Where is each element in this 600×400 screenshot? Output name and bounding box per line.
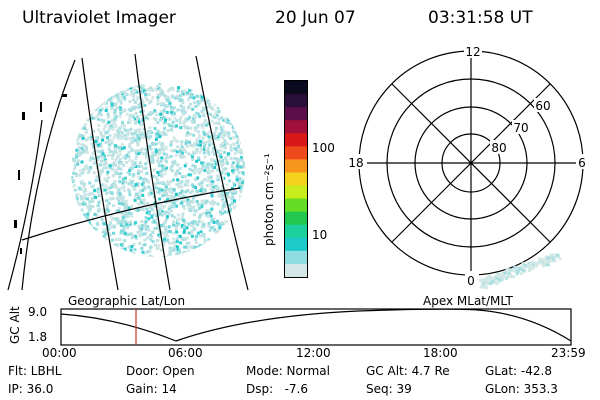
altitude-curve xyxy=(60,308,572,342)
lat-label-80: 80 xyxy=(491,141,506,155)
polar-diagonal-2 xyxy=(391,83,551,243)
coastline-fragments xyxy=(14,94,67,254)
x-tick-1800: 18:00 xyxy=(423,346,458,360)
info-glon: GLon: 353.3 xyxy=(485,382,558,396)
lat-label-60: 60 xyxy=(535,99,550,113)
hour-label-18: 18 xyxy=(348,156,363,170)
lat-label-70: 70 xyxy=(513,121,528,135)
x-tick-2359: 23:59 xyxy=(551,346,586,360)
instrument-title: Ultraviolet Imager xyxy=(22,8,176,28)
geographic-image xyxy=(7,53,249,290)
hour-label-0: 0 xyxy=(467,274,475,288)
altitude-timeline xyxy=(60,308,572,346)
info-door: Door: Open xyxy=(126,364,195,378)
info-filter: Flt: LBHL xyxy=(8,364,62,378)
x-tick-0000: 00:00 xyxy=(42,346,77,360)
timeline-frame xyxy=(60,308,572,346)
lat-lon-grid xyxy=(7,53,249,290)
timeline-y-axis-label: GC Alt xyxy=(8,306,22,344)
time-label: 03:31:58 UT xyxy=(428,8,533,28)
polar-aurora-patch xyxy=(479,253,562,290)
y-tick-high: 9.0 xyxy=(28,305,48,319)
info-glat: GLat: -42.8 xyxy=(485,364,552,378)
info-mode: Mode: Normal xyxy=(246,364,330,378)
colorbar xyxy=(284,80,308,278)
date-label: 20 Jun 07 xyxy=(275,8,356,28)
uv-intensity-disc xyxy=(71,83,245,257)
colorbar-tick-10: 10 xyxy=(312,228,328,242)
info-ip: IP: 36.0 xyxy=(8,382,54,396)
info-gc-alt: GC Alt: 4.7 Re xyxy=(366,364,450,378)
timeline-left-title: Geographic Lat/Lon xyxy=(68,294,186,308)
info-seq: Seq: 39 xyxy=(366,382,412,396)
x-tick-0600: 06:00 xyxy=(168,346,203,360)
hour-label-6: 6 xyxy=(578,156,586,170)
timeline-right-title: Apex MLat/MLT xyxy=(423,294,513,308)
colorbar-unit-label: photon cm⁻²s⁻¹ xyxy=(262,153,276,246)
hour-label-12: 12 xyxy=(465,45,480,59)
info-gain: Gain: 14 xyxy=(126,382,177,396)
polar-plot: 12 18 6 0 60 70 80 xyxy=(345,43,590,290)
colorbar-tick-100: 100 xyxy=(312,141,335,155)
info-dsp: Dsp: -7.6 xyxy=(246,382,309,396)
x-tick-1200: 12:00 xyxy=(296,346,331,360)
y-tick-low: 1.8 xyxy=(28,330,48,344)
